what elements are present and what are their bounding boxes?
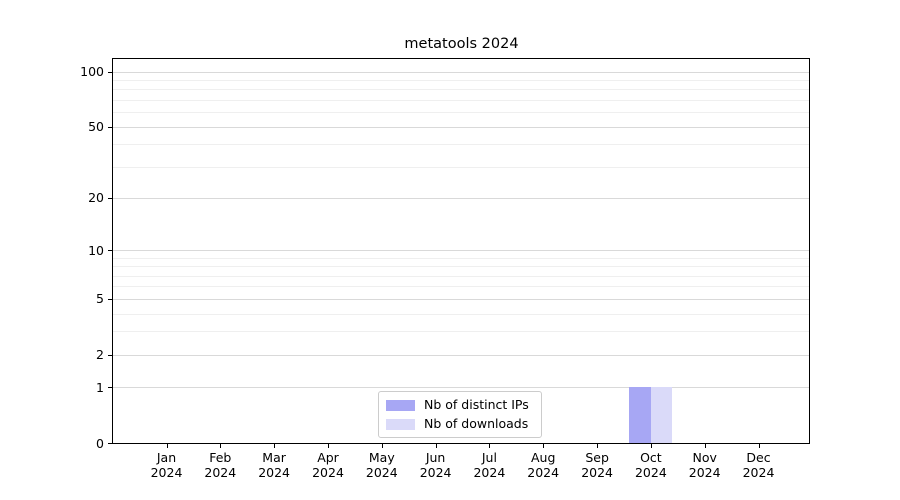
gridline-minor-40: [113, 144, 809, 146]
x-tick-year-apr: 2024: [312, 465, 344, 480]
x-tick-dec: [758, 444, 760, 448]
legend-item-distinct-ips: Nb of distinct IPs: [386, 396, 533, 414]
gridline-major-2: [113, 354, 809, 356]
y-tick-1: [108, 387, 113, 389]
x-tick-label-mar: Mar 2024: [242, 450, 306, 480]
x-tick-month-sep: Sep: [585, 450, 609, 465]
x-tick-year-nov: 2024: [688, 465, 721, 480]
x-tick-oct: [650, 444, 652, 448]
x-tick-year-mar: 2024: [258, 465, 290, 480]
x-tick-year-aug: 2024: [527, 465, 560, 480]
y-tick-20: [108, 197, 113, 199]
x-tick-month-dec: Dec: [746, 450, 771, 465]
gridline-minor-9: [113, 257, 809, 259]
x-tick-month-nov: Nov: [692, 450, 717, 465]
legend-label-downloads: Nb of downloads: [424, 416, 529, 431]
x-tick-month-may: May: [368, 450, 395, 465]
y-tick-label-10: 10: [88, 242, 104, 258]
x-tick-year-oct: 2024: [634, 465, 667, 480]
x-tick-month-jul: Jul: [481, 450, 497, 465]
x-tick-label-may: May 2024: [350, 450, 414, 480]
gridline-minor-90: [113, 79, 809, 81]
x-tick-year-jun: 2024: [419, 465, 452, 480]
x-tick-year-feb: 2024: [204, 465, 237, 480]
y-tick-label-50: 50: [88, 119, 104, 134]
x-tick-label-aug: Aug 2024: [511, 450, 575, 480]
x-tick-month-jan: Jan: [156, 450, 177, 465]
y-tick-2: [108, 354, 113, 356]
gridline-minor-80: [113, 89, 809, 91]
x-tick-jun: [435, 444, 437, 448]
x-tick-month-mar: Mar: [262, 450, 286, 465]
gridline-minor-7: [113, 275, 809, 277]
x-tick-mar: [274, 444, 276, 448]
x-tick-nov: [704, 444, 706, 448]
x-tick-label-sep: Sep 2024: [565, 450, 629, 480]
x-tick-year-dec: 2024: [742, 465, 775, 480]
gridline-minor-6: [113, 286, 809, 288]
x-tick-year-jul: 2024: [473, 465, 506, 480]
x-tick-label-jul: Jul 2024: [457, 450, 521, 480]
legend-item-downloads: Nb of downloads: [386, 415, 533, 433]
gridline-major-10: [113, 250, 809, 251]
x-tick-label-jun: Jun 2024: [404, 450, 468, 480]
gridline-major-100: [113, 71, 809, 73]
y-tick-label-1: 1: [96, 379, 104, 395]
x-tick-feb: [220, 444, 222, 448]
y-tick-0: [108, 443, 113, 444]
x-tick-label-feb: Feb 2024: [188, 450, 252, 480]
gridline-minor-70: [113, 99, 809, 101]
x-tick-jan: [166, 444, 168, 448]
bar-nb-of-distinct-ips-oct: [629, 387, 651, 443]
gridline-major-5: [113, 298, 809, 300]
x-tick-month-feb: Feb: [209, 450, 232, 465]
y-tick-50: [108, 126, 113, 128]
x-tick-jul: [489, 444, 491, 448]
x-tick-may: [381, 444, 383, 448]
x-tick-year-jan: 2024: [150, 465, 183, 480]
gridline-minor-8: [113, 266, 809, 268]
gridline-minor-30: [113, 166, 809, 168]
legend-label-distinct-ips: Nb of distinct IPs: [424, 397, 529, 412]
gridline-major-50: [113, 126, 809, 128]
y-tick-label-2: 2: [96, 347, 104, 363]
y-tick-label-5: 5: [96, 291, 104, 307]
x-tick-label-apr: Apr 2024: [296, 450, 360, 480]
x-tick-year-sep: 2024: [581, 465, 613, 480]
x-tick-year-may: 2024: [365, 465, 398, 480]
y-tick-label-100: 100: [80, 64, 104, 79]
x-tick-month-oct: Oct: [640, 450, 662, 465]
legend: Nb of distinct IPs Nb of downloads: [378, 391, 542, 438]
x-tick-label-jan: Jan 2024: [135, 450, 199, 480]
x-tick-aug: [543, 444, 545, 448]
x-tick-month-apr: Apr: [317, 450, 339, 465]
gridline-major-20: [113, 197, 809, 199]
x-tick-month-aug: Aug: [530, 450, 556, 465]
gridline-minor-60: [113, 112, 809, 114]
x-tick-sep: [597, 444, 599, 448]
x-tick-apr: [328, 444, 329, 448]
x-tick-label-oct: Oct 2024: [619, 450, 683, 480]
y-tick-label-0: 0: [96, 435, 104, 451]
legend-swatch-downloads-icon: [386, 418, 415, 430]
gridline-minor-4: [113, 313, 809, 315]
x-tick-label-dec: Dec 2024: [727, 450, 791, 480]
y-tick-100: [108, 71, 113, 73]
chart-title: metatools 2024: [404, 36, 519, 52]
y-tick-10: [108, 250, 113, 251]
plot-area: [112, 58, 810, 444]
y-tick-5: [108, 298, 113, 300]
x-tick-label-nov: Nov 2024: [673, 450, 737, 480]
x-tick-month-jun: Jun: [425, 450, 446, 465]
gridline-major-1: [113, 387, 809, 389]
bar-nb-of-downloads-oct: [650, 387, 673, 443]
y-tick-label-20: 20: [88, 190, 104, 206]
legend-swatch-distinct-ips-icon: [386, 399, 415, 411]
gridline-minor-3: [113, 331, 809, 333]
